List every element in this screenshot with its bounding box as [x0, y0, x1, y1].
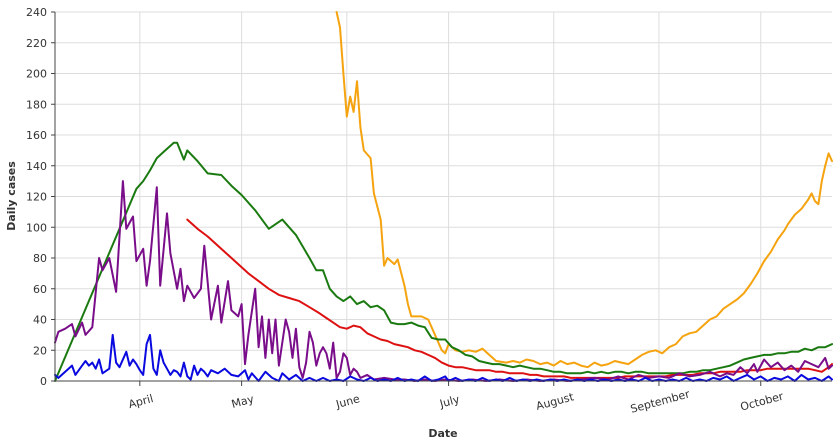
x-tick-label: April	[127, 392, 155, 411]
x-axis-title: Date	[428, 427, 457, 440]
y-tick-label: 120	[26, 191, 47, 204]
x-tick-label: August	[535, 390, 576, 413]
series-line-1	[335, 11, 833, 369]
y-tick-label: 80	[33, 252, 47, 265]
y-tick-label: 40	[33, 314, 47, 327]
y-tick-label: 240	[26, 6, 47, 19]
axes	[51, 11, 832, 386]
y-tick-label: 20	[33, 344, 47, 357]
y-tick-label: 200	[26, 68, 47, 81]
y-tick-label: 60	[33, 283, 47, 296]
series-line-2	[54, 141, 833, 382]
gridlines	[55, 11, 832, 382]
x-tick-label: May	[230, 392, 256, 411]
y-tick-labels: 0 20 40 60 80 100 120 140 160 180 200 220 240	[26, 6, 47, 388]
x-tick-label: October	[739, 390, 785, 414]
y-tick-label: 160	[26, 129, 47, 142]
y-tick-label: 0	[40, 375, 47, 388]
y-tick-label: 180	[26, 98, 47, 111]
series-line-3	[186, 218, 833, 379]
x-tick-labels: April May June July August September October	[127, 387, 785, 415]
x-tick-label: September	[629, 387, 692, 415]
x-tick-label: June	[334, 392, 362, 411]
series-line-4	[54, 180, 833, 382]
y-tick-label: 140	[26, 160, 47, 173]
y-tick-label: 220	[26, 37, 47, 50]
y-axis-title: Daily cases	[5, 161, 18, 231]
x-tick-label: July	[437, 393, 461, 411]
y-tick-label: 100	[26, 221, 47, 234]
